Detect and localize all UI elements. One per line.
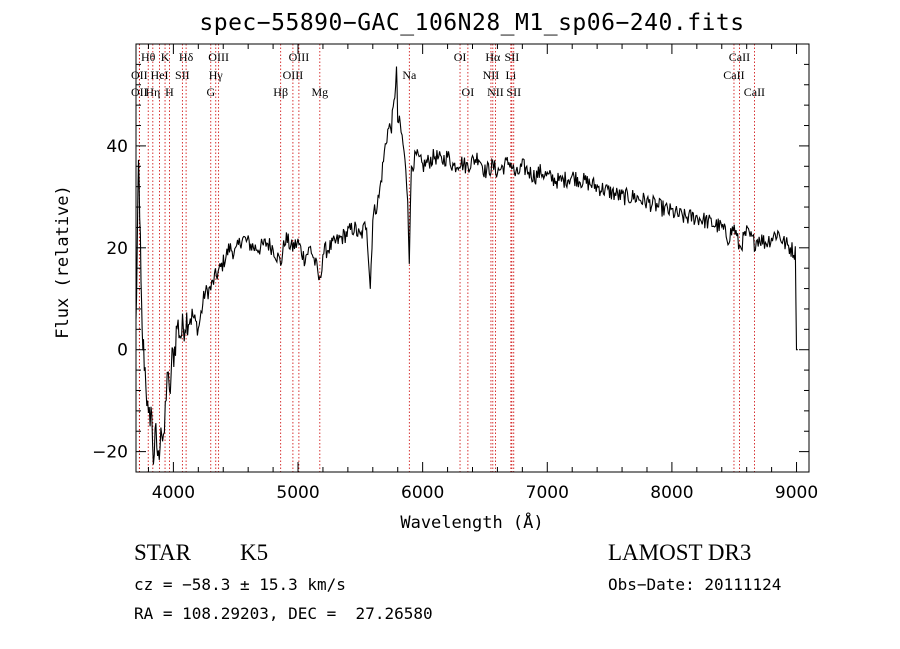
line-marker-label: CaII [723, 68, 744, 82]
line-marker-label: OI [462, 85, 475, 99]
spectrum-line [135, 66, 798, 465]
line-marker-label: OI [454, 50, 467, 64]
observation-date: Obs−Date: 20111124 [608, 575, 782, 594]
line-marker-label: OIII [283, 68, 304, 82]
plot-frame [135, 43, 810, 473]
y-tick-label: 20 [106, 239, 128, 259]
x-tick-label: 5000 [276, 483, 319, 503]
x-tick-label: 7000 [526, 483, 569, 503]
line-marker-label: SII [175, 68, 190, 82]
chart-title: spec−55890−GAC_106N28_M1_sp06−240.fits [199, 10, 745, 36]
line-marker-label: HeI [151, 68, 169, 82]
x-tick-label: 6000 [401, 483, 444, 503]
emission-line-markers [138, 44, 755, 472]
line-marker-label: G [206, 85, 215, 99]
line-marker-label: Hδ [179, 50, 194, 64]
redshift-velocity: cz = −58.3 ± 15.3 km/s [134, 575, 346, 594]
line-marker-label: Mg [311, 85, 328, 99]
line-marker-label: CaII [744, 85, 765, 99]
line-marker-label: OII [131, 68, 148, 82]
x-axis-label: Wavelength (Å) [400, 511, 543, 533]
object-subclass: K5 [240, 540, 269, 565]
line-marker-label: Na [402, 68, 417, 82]
line-marker-label: NII [483, 68, 500, 82]
y-axis: −20 0 20 40 [92, 63, 809, 463]
line-marker-label: Hα [485, 50, 501, 64]
line-marker-label: OIII [208, 50, 229, 64]
line-marker-label: Hθ [141, 50, 156, 64]
line-marker-label: Li [506, 68, 517, 82]
line-marker-label: Hη [145, 85, 160, 99]
line-marker-label: OIII [289, 50, 310, 64]
y-tick-label: −20 [92, 443, 128, 463]
line-marker-label: H [165, 85, 174, 99]
sky-coordinates: RA = 108.29203, DEC = 27.26580 [134, 604, 433, 623]
x-tick-label: 9000 [775, 483, 818, 503]
line-marker-label: SII [506, 85, 521, 99]
y-tick-label: 40 [106, 137, 128, 157]
x-tick-label: 8000 [650, 483, 693, 503]
y-tick-label: 0 [117, 341, 128, 361]
line-marker-label: K [161, 50, 170, 64]
x-tick-label: 4000 [152, 483, 195, 503]
emission-line-labels: OIIOIIHθHηHeIKHSIIHδGHγOIIIHβOIIIOIIIMgN… [131, 50, 765, 99]
line-marker-label: NII [487, 85, 504, 99]
line-marker-label: SII [505, 50, 520, 64]
survey-name: LAMOST DR3 [608, 540, 752, 565]
x-axis: 4000 5000 6000 7000 8000 9000 [147, 44, 818, 503]
line-marker-label: Hβ [273, 85, 288, 99]
object-class: STAR [134, 540, 191, 565]
line-marker-label: Hγ [209, 68, 224, 82]
line-marker-label: OII [131, 85, 148, 99]
y-axis-label: Flux (relative) [53, 185, 73, 339]
line-marker-label: CaII [729, 50, 750, 64]
